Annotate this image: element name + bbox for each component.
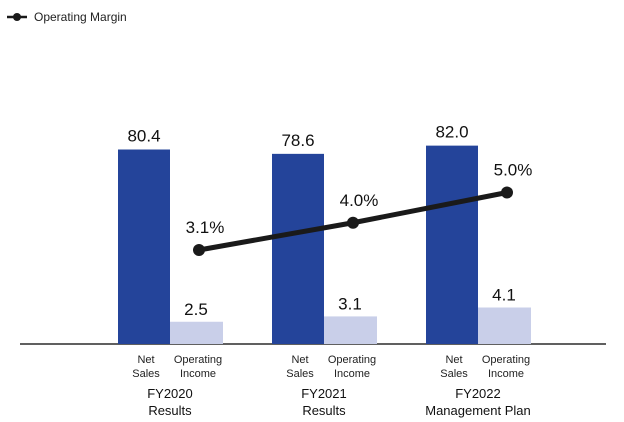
operating-income-bar <box>170 321 223 344</box>
operating-margin-point <box>501 186 513 199</box>
legend: Operating Margin <box>6 10 127 24</box>
net-sales-tick-label: Net <box>291 354 308 366</box>
group-label: Management Plan <box>425 403 531 418</box>
operating-margin-value-label: 4.0% <box>340 191 379 210</box>
operating-income-tick-label: Operating <box>174 354 222 366</box>
operating-income-tick-label: Income <box>180 368 216 380</box>
operating-income-value-label: 4.1 <box>492 286 516 305</box>
legend-label: Operating Margin <box>34 10 127 24</box>
group-label: FY2022 <box>455 386 501 401</box>
net-sales-value-label: 80.4 <box>127 127 160 146</box>
operating-income-bar <box>324 316 377 344</box>
net-sales-bar <box>272 153 324 344</box>
group-label: Results <box>302 403 346 418</box>
operating-income-tick-label: Operating <box>328 354 376 366</box>
net-sales-bar <box>118 149 170 344</box>
net-sales-tick-label: Sales <box>440 368 468 380</box>
net-sales-tick-label: Net <box>445 354 462 366</box>
operating-income-value-label: 2.5 <box>184 300 208 319</box>
operating-income-tick-label: Operating <box>482 354 530 366</box>
operating-margin-value-label: 5.0% <box>494 161 533 180</box>
legend-line-marker-icon <box>7 13 27 21</box>
operating-margin-point <box>347 216 359 229</box>
net-sales-tick-label: Sales <box>286 368 314 380</box>
operating-income-tick-label: Income <box>334 368 370 380</box>
net-sales-tick-label: Net <box>137 354 154 366</box>
group-label: FY2020 <box>147 386 193 401</box>
operating-margin-value-label: 3.1% <box>186 218 225 237</box>
operating-income-value-label: 3.1 <box>338 294 362 313</box>
net-sales-bar <box>426 145 478 344</box>
operating-income-bar <box>478 307 531 344</box>
net-sales-value-label: 82.0 <box>435 123 468 142</box>
operating-margin-point <box>193 244 205 256</box>
group-label: Results <box>148 403 192 418</box>
operating-income-tick-label: Income <box>488 368 524 380</box>
net-sales-value-label: 78.6 <box>281 131 314 150</box>
net-sales-tick-label: Sales <box>132 368 160 380</box>
group-label: FY2021 <box>301 386 347 401</box>
